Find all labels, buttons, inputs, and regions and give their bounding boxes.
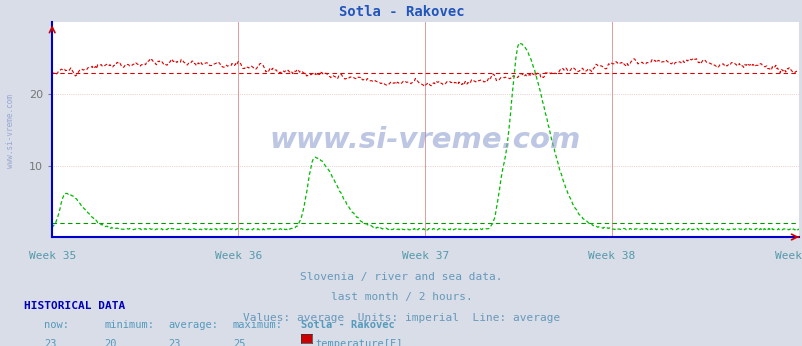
Text: Week 35: Week 35 [29, 251, 75, 261]
Text: Sotla - Rakovec: Sotla - Rakovec [301, 320, 395, 330]
Text: www.si-vreme.com: www.si-vreme.com [269, 127, 581, 154]
Text: Week 37: Week 37 [401, 251, 448, 261]
Text: Values: average  Units: imperial  Line: average: Values: average Units: imperial Line: av… [242, 313, 560, 323]
Text: Week 39: Week 39 [775, 251, 802, 261]
Text: now:: now: [44, 320, 69, 330]
Text: 23: 23 [44, 339, 57, 346]
Text: 23: 23 [168, 339, 181, 346]
Text: 20: 20 [104, 339, 117, 346]
Text: last month / 2 hours.: last month / 2 hours. [330, 292, 472, 302]
Text: Week 36: Week 36 [214, 251, 261, 261]
Text: Week 38: Week 38 [588, 251, 635, 261]
Text: HISTORICAL DATA: HISTORICAL DATA [24, 301, 125, 311]
Text: maximum:: maximum: [233, 320, 282, 330]
Text: minimum:: minimum: [104, 320, 154, 330]
Text: average:: average: [168, 320, 218, 330]
Text: 25: 25 [233, 339, 245, 346]
Text: www.si-vreme.com: www.si-vreme.com [6, 94, 15, 169]
Text: Sotla - Rakovec: Sotla - Rakovec [338, 5, 464, 19]
Text: temperature[F]: temperature[F] [315, 339, 403, 346]
Text: Slovenia / river and sea data.: Slovenia / river and sea data. [300, 272, 502, 282]
